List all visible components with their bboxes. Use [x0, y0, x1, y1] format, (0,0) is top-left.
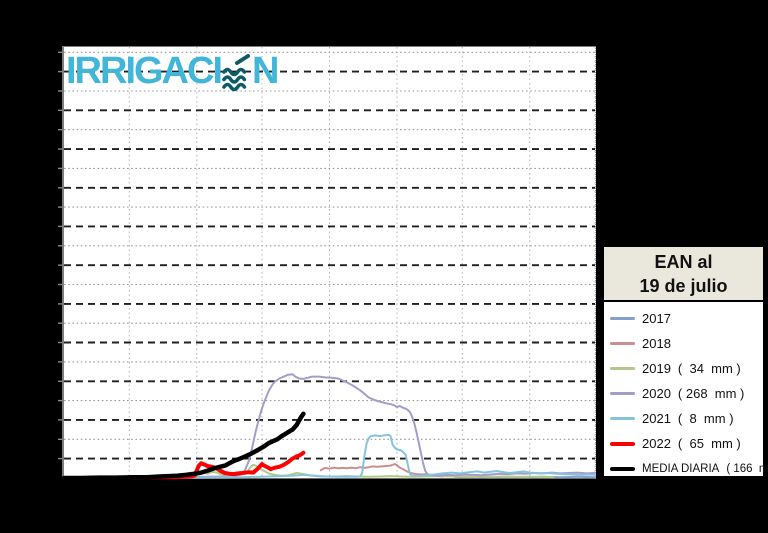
legend-item-2017: 2017 [610, 306, 761, 331]
legend-item-2019: 2019 ( 34 mm ) [610, 356, 761, 381]
legend-value: ( 34 mm ) [677, 361, 741, 376]
legend-swatch-media-diaria [610, 466, 635, 471]
legend-item-2022: 2022 ( 65 mm ) [610, 431, 761, 456]
vertical-gridlines [128, 47, 596, 478]
logo-text-suffix: N [252, 50, 279, 92]
legend-label: 2022 [642, 436, 671, 451]
series-2021-line [63, 433, 596, 479]
legend-item-2021: 2021 ( 8 mm ) [610, 406, 761, 431]
legend-item-media-diaria: MEDIA DIARIA ( 166 mm ) [610, 456, 768, 481]
legend-item-2020: 2020 ( 268 mm ) [610, 381, 761, 406]
logo-text-prefix: IRRIGACI [66, 50, 223, 92]
legend-label: MEDIA DIARIA [642, 462, 720, 475]
legend-title-line1: EAN al [654, 252, 713, 272]
irrigacion-logo: IRRIGACI N [66, 49, 279, 93]
data-series [61, 373, 596, 481]
legend-swatch-2020 [610, 392, 635, 395]
legend-title-line2: 19 de julio [639, 276, 728, 296]
legend-entries: 2017 2018 2019 ( 34 mm ) 2020 ( 268 mm ) 2021 (… [604, 302, 768, 481]
series-media-diaria-line [61, 411, 306, 481]
ean-line-chart [58, 47, 596, 481]
legend-label: 2020 [642, 386, 671, 401]
legend-swatch-2022 [610, 441, 635, 446]
legend-value: ( 166 mm ) [726, 462, 768, 475]
legend-value: ( 8 mm ) [677, 411, 734, 426]
series-2020-line [63, 373, 596, 479]
series-2018-line [319, 463, 444, 478]
legend-label: 2021 [642, 411, 671, 426]
legend-swatch-2019 [610, 367, 635, 370]
legend-item-2018: 2018 [610, 331, 761, 356]
legend-swatch-2021 [610, 417, 635, 420]
legend-label: 2019 [642, 361, 671, 376]
legend-swatch-2017 [610, 317, 635, 320]
legend-label: 2018 [642, 336, 671, 351]
legend-value: ( 268 mm ) [677, 386, 745, 401]
horizontal-gridlines [58, 51, 595, 460]
legend-box: EAN al 19 de julio 2017 2018 2019 ( 34 mm )… [602, 245, 768, 481]
legend-value: ( 65 mm ) [677, 436, 741, 451]
legend-title: EAN al 19 de julio [604, 247, 763, 302]
legend-label: 2017 [642, 311, 671, 326]
legend-swatch-2018 [610, 342, 635, 345]
chart-plot-area: IRRIGACI N [58, 46, 596, 481]
logo-waves-o-icon [222, 53, 251, 93]
